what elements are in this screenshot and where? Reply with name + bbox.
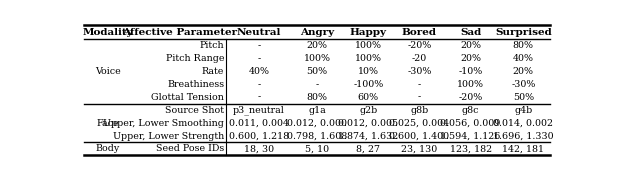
- Text: g1a: g1a: [308, 106, 326, 115]
- Text: 0.014, 0.002: 0.014, 0.002: [493, 118, 554, 128]
- Text: 18, 30: 18, 30: [244, 144, 274, 153]
- Text: 0.025, 0.004: 0.025, 0.004: [389, 118, 449, 128]
- Text: Body: Body: [96, 144, 120, 153]
- Text: 20%: 20%: [460, 41, 481, 50]
- Text: -20%: -20%: [407, 41, 431, 50]
- Text: 0.600, 1.218: 0.600, 1.218: [229, 132, 289, 141]
- Text: -30%: -30%: [511, 80, 536, 89]
- Text: 0.798, 1.608: 0.798, 1.608: [287, 132, 348, 141]
- Text: 100%: 100%: [457, 80, 484, 89]
- Text: 1.594, 1.126: 1.594, 1.126: [440, 132, 500, 141]
- Text: Voice: Voice: [95, 67, 121, 76]
- Text: g8c: g8c: [462, 106, 479, 115]
- Text: 0.012, 0.005: 0.012, 0.005: [338, 118, 398, 128]
- Text: Angry: Angry: [300, 28, 334, 37]
- Text: 80%: 80%: [513, 41, 534, 50]
- Text: 100%: 100%: [355, 41, 382, 50]
- Text: Source Shot: Source Shot: [165, 106, 224, 115]
- Text: g4b: g4b: [514, 106, 532, 115]
- Text: Breathiness: Breathiness: [167, 80, 224, 89]
- Text: 1.874, 1.632: 1.874, 1.632: [338, 132, 399, 141]
- Text: -100%: -100%: [353, 80, 383, 89]
- Text: Happy: Happy: [350, 28, 387, 37]
- Text: g2b: g2b: [359, 106, 378, 115]
- Text: 20%: 20%: [513, 67, 534, 76]
- Text: Face: Face: [97, 118, 119, 128]
- Text: 8, 27: 8, 27: [356, 144, 380, 153]
- Text: 100%: 100%: [355, 54, 382, 63]
- Text: -10%: -10%: [458, 67, 483, 76]
- Text: -30%: -30%: [407, 67, 431, 76]
- Text: Bored: Bored: [402, 28, 437, 37]
- Text: Surprised: Surprised: [495, 28, 552, 37]
- Text: Seed Pose IDs: Seed Pose IDs: [156, 144, 224, 153]
- Text: -20%: -20%: [458, 93, 483, 102]
- Text: 20%: 20%: [307, 41, 328, 50]
- Text: Sad: Sad: [460, 28, 481, 37]
- Text: 100%: 100%: [303, 54, 331, 63]
- Text: 23, 130: 23, 130: [401, 144, 438, 153]
- Text: 40%: 40%: [513, 54, 534, 63]
- Text: 60%: 60%: [358, 93, 379, 102]
- Text: 10%: 10%: [358, 67, 379, 76]
- Text: 50%: 50%: [513, 93, 534, 102]
- Text: -: -: [257, 54, 260, 63]
- Text: 0.600, 1.400: 0.600, 1.400: [389, 132, 449, 141]
- Text: Pitch: Pitch: [200, 41, 224, 50]
- Text: g8b: g8b: [410, 106, 429, 115]
- Text: -: -: [257, 93, 260, 102]
- Text: 80%: 80%: [307, 93, 328, 102]
- Text: Neutral: Neutral: [237, 28, 281, 37]
- Text: Upper, Lower Strength: Upper, Lower Strength: [113, 132, 224, 141]
- Text: Upper, Lower Smoothing: Upper, Lower Smoothing: [103, 118, 224, 128]
- Text: 5, 10: 5, 10: [305, 144, 329, 153]
- Text: Glottal Tension: Glottal Tension: [151, 93, 224, 102]
- Text: 142, 181: 142, 181: [502, 144, 544, 153]
- Text: Pitch Range: Pitch Range: [166, 54, 224, 63]
- Text: 0.056, 0.009: 0.056, 0.009: [440, 118, 500, 128]
- Text: -: -: [418, 93, 421, 102]
- Text: -: -: [257, 41, 260, 50]
- Text: 50%: 50%: [307, 67, 328, 76]
- Text: -20: -20: [412, 54, 427, 63]
- Text: Modality: Modality: [83, 28, 133, 37]
- Text: p3_neutral: p3_neutral: [233, 105, 285, 115]
- Text: -: -: [418, 80, 421, 89]
- Text: Rate: Rate: [202, 67, 224, 76]
- Text: 20%: 20%: [460, 54, 481, 63]
- Text: 1.696, 1.330: 1.696, 1.330: [493, 132, 554, 141]
- Text: -: -: [316, 80, 319, 89]
- Text: -: -: [257, 80, 260, 89]
- Text: 123, 182: 123, 182: [449, 144, 492, 153]
- Text: 40%: 40%: [248, 67, 269, 76]
- Text: 0.012, 0.000: 0.012, 0.000: [287, 118, 347, 128]
- Text: 0.011, 0.004: 0.011, 0.004: [229, 118, 289, 128]
- Text: Affective Parameter: Affective Parameter: [122, 28, 237, 37]
